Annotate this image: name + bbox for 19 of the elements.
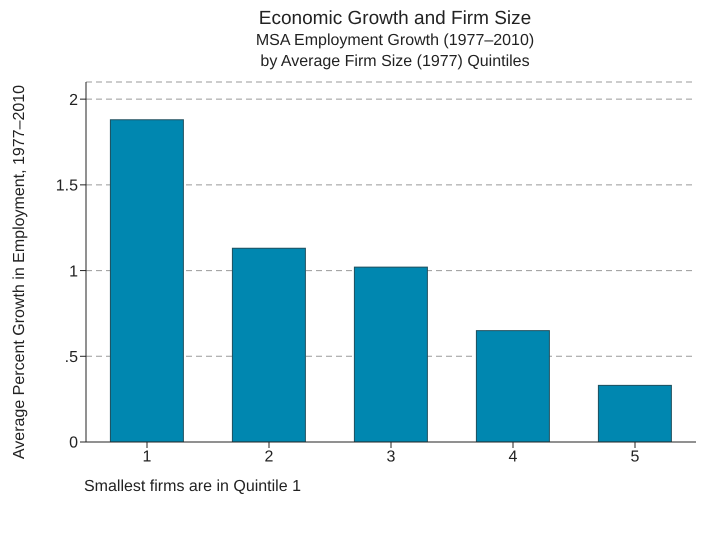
x-tick-label: 5 bbox=[630, 448, 640, 466]
x-tick-label: 1 bbox=[142, 448, 152, 466]
y-tick-label: .5 bbox=[64, 348, 78, 366]
y-axis-title: Average Percent Growth in Employment, 1977–2010 bbox=[11, 84, 29, 460]
bar bbox=[110, 119, 184, 442]
bar bbox=[476, 330, 550, 442]
x-tick-label: 3 bbox=[386, 448, 396, 466]
bar bbox=[598, 384, 672, 442]
y-tick-label: 0 bbox=[69, 434, 78, 452]
chart-subtitle: MSA Employment Growth (1977–2010) by Average Firm Size (1977) Quintiles bbox=[254, 31, 536, 72]
chart-title: Economic Growth and Firm Size bbox=[258, 8, 532, 30]
y-tick-label: 1 bbox=[69, 263, 78, 280]
text: Smallest firms are in Quintile 1 bbox=[84, 478, 302, 496]
y-tick-label: 2 bbox=[69, 92, 78, 109]
y-tick-label: 1.5 bbox=[56, 178, 78, 195]
bar bbox=[354, 266, 428, 442]
x-tick-label: 2 bbox=[264, 448, 274, 466]
bar bbox=[232, 248, 306, 442]
x-tick-label: 4 bbox=[508, 448, 518, 466]
